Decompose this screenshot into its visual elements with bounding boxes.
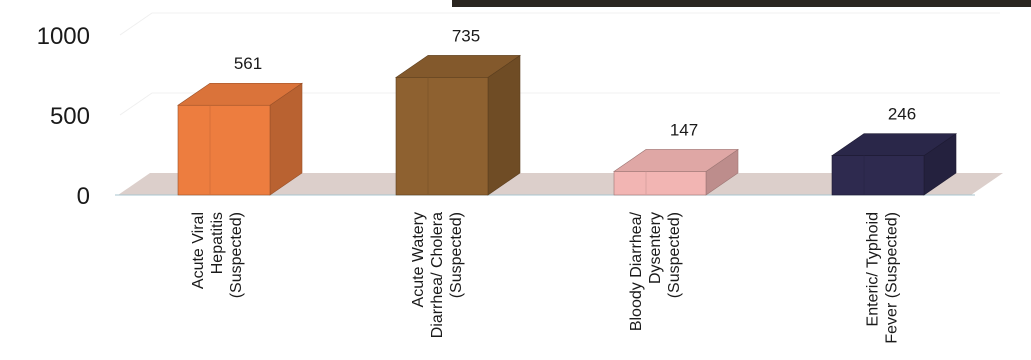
- y-tick-label: 1000: [37, 23, 90, 50]
- x-tick-label-line: (Suspected): [448, 212, 465, 298]
- x-tick-label-line: Dysentery: [647, 212, 664, 284]
- bar-group: [613, 148, 739, 196]
- x-tick-label-line: (Suspected): [228, 212, 245, 298]
- bar-group: [831, 133, 957, 196]
- x-tick-label-line: Diarrhea/ Cholera: [429, 212, 446, 338]
- x-tick-label: Enteric/ Typhoid Fever (Suspected): [865, 212, 901, 344]
- bar-side: [487, 54, 521, 196]
- bar: [831, 155, 925, 196]
- y-tick-label: 500: [50, 103, 90, 130]
- x-tick-label-line: Enteric/ Typhoid: [865, 212, 882, 326]
- x-tick-label: Acute Watery Diarrhea/ Cholera (Suspected): [410, 212, 465, 338]
- x-tick-label-line: (Suspected): [666, 212, 683, 298]
- bar-group: [177, 82, 303, 196]
- data-label: 735: [452, 26, 480, 45]
- bar: [177, 104, 271, 196]
- x-tick-label-line: Hepatitis: [209, 212, 226, 274]
- data-label: 147: [670, 120, 698, 139]
- x-tick-label-line: Acute Watery: [410, 212, 427, 307]
- bar: [395, 77, 489, 196]
- x-tick-label: Bloody Diarrhea/Dysentery (Suspected): [628, 211, 683, 331]
- x-tick-label-line: Bloody Diarrhea/: [628, 211, 645, 331]
- data-label: 561: [234, 54, 262, 73]
- x-tick-label-line: Fever (Suspected): [884, 212, 901, 344]
- bar-group: [395, 54, 521, 196]
- floor-plane: [118, 173, 1003, 195]
- gridline-depth: [119, 12, 153, 36]
- data-label: 246: [888, 105, 916, 124]
- x-tick-label-line: Acute Viral: [190, 212, 207, 289]
- y-tick-label: 0: [77, 183, 90, 210]
- gridline-depth: [119, 92, 153, 116]
- top-band: [452, 0, 1031, 7]
- x-tick-label: Acute Viral Hepatitis (Suspected): [190, 212, 245, 298]
- bar: [613, 171, 707, 196]
